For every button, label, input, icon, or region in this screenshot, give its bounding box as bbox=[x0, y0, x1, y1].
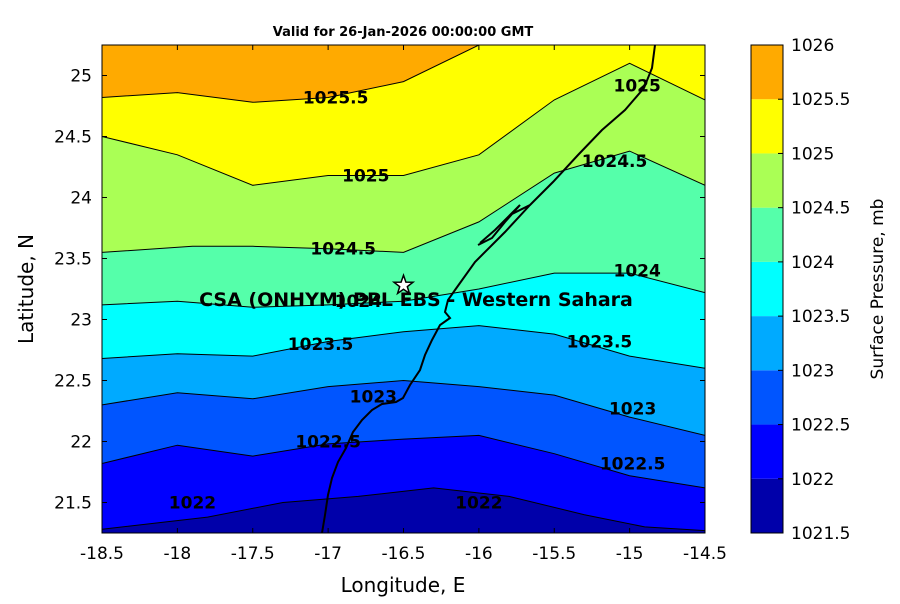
contour-label-1022.5: 1022.5 bbox=[295, 433, 361, 453]
colorbar-tick-label: 1024 bbox=[791, 253, 834, 273]
contour-1023.5 bbox=[102, 325, 705, 369]
x-tick-label: -18 bbox=[163, 544, 191, 564]
contour-label-extra-0: 1025 bbox=[613, 76, 660, 96]
colorbar-tick-label: 1022 bbox=[791, 470, 834, 490]
coastline bbox=[321, 45, 656, 533]
colorbar-swatch-1022 bbox=[751, 424, 783, 479]
x-axis-label: Longitude, E bbox=[341, 573, 466, 597]
colorbar-tick-label: 1023.5 bbox=[791, 307, 850, 327]
band-1025.5 bbox=[102, 45, 705, 103]
coastline-path bbox=[321, 45, 656, 533]
colorbar-tick-label: 1025 bbox=[791, 144, 834, 164]
contour-label-1023: 1023 bbox=[350, 387, 397, 407]
colorbar-swatch-1023.5 bbox=[751, 261, 783, 317]
x-tick-label: -18.5 bbox=[80, 544, 124, 564]
colorbar-tick-label: 1022.5 bbox=[791, 416, 850, 436]
y-tick-label: 22 bbox=[70, 433, 92, 453]
x-tick-label: -17.5 bbox=[231, 544, 275, 564]
colorbar-swatch-1025.5 bbox=[751, 45, 783, 100]
colorbar-swatch-1024.5 bbox=[751, 153, 783, 208]
y-tick-label: 24 bbox=[70, 189, 92, 209]
colorbar-swatch-1025 bbox=[751, 99, 783, 154]
station-label: CSA (ONHYM) PPL EBS - Western Sahara bbox=[199, 289, 633, 311]
colorbar-tick-label: 1025.5 bbox=[791, 90, 850, 110]
chart-title: Valid for 26-Jan-2026 00:00:00 GMT bbox=[273, 25, 534, 40]
contour-label-1022: 1022 bbox=[169, 494, 216, 514]
colorbar-tick-label: 1024.5 bbox=[791, 199, 850, 219]
contour-label-extra-6: 1022 bbox=[455, 494, 502, 514]
station-marker bbox=[391, 273, 416, 296]
contour-1024 bbox=[102, 272, 705, 308]
contour-label-1025: 1025 bbox=[342, 167, 389, 187]
contour-label-1025.5: 1025.5 bbox=[303, 88, 369, 108]
colorbar-swatch-1021.5 bbox=[751, 478, 783, 533]
contour-label-1024.5: 1024.5 bbox=[310, 240, 376, 260]
contour-labels: 1022 1022.5 1023 1023.5 1024 1024.5 1025 1025.5… bbox=[169, 76, 666, 513]
y-tick-label: 21.5 bbox=[54, 494, 92, 514]
colorbar-frame bbox=[750, 44, 784, 534]
colorbar-swatch-1024 bbox=[751, 207, 783, 262]
x-tick-label: -15.5 bbox=[532, 544, 576, 564]
contour-label-extra-4: 1023 bbox=[609, 400, 656, 420]
y-tick-label: 23.5 bbox=[54, 250, 92, 270]
contour-label-1024: 1024 bbox=[335, 292, 382, 312]
x-tick-label: -15 bbox=[616, 544, 644, 564]
contour-label-extra-3: 1023.5 bbox=[567, 332, 633, 352]
colorbar-label: Surface Pressure, mb bbox=[868, 199, 888, 380]
x-tick-label: -16 bbox=[465, 544, 493, 564]
y-axis-label: Latitude, N bbox=[14, 234, 38, 344]
x-tick-label: -17 bbox=[314, 544, 342, 564]
contour-1022 bbox=[102, 487, 705, 532]
contour-1023 bbox=[102, 379, 705, 436]
colorbar-ticks: 1021.5 1022 1022.5 1023 1023.5 1024 1024.5 1025… bbox=[778, 36, 850, 544]
x-tick-label: -16.5 bbox=[382, 544, 426, 564]
contour-1025 bbox=[102, 62, 705, 186]
contour-label-extra-5: 1022.5 bbox=[600, 454, 666, 474]
colorbar-tick-label: 1026 bbox=[791, 36, 834, 56]
y-tick-label: 23 bbox=[70, 311, 92, 331]
contour-1024.5 bbox=[102, 150, 705, 253]
colorbar-tick-label: 1021.5 bbox=[791, 524, 850, 544]
contour-label-extra-2: 1024 bbox=[613, 262, 660, 282]
contour-lines bbox=[102, 45, 705, 532]
x-axis-ticks: -18.5 -18 -17.5 -17 -16.5 -16 -15.5 -15 -14.5 bbox=[80, 45, 727, 564]
contour-label-extra-1: 1024.5 bbox=[582, 152, 648, 172]
station-star-icon bbox=[391, 273, 416, 296]
contour-1025.5 bbox=[102, 45, 480, 103]
y-tick-label: 22.5 bbox=[54, 372, 92, 392]
contour-1022.5 bbox=[102, 434, 705, 489]
colorbar-tick-label: 1023 bbox=[791, 361, 834, 381]
y-tick-label: 25 bbox=[70, 67, 92, 87]
y-tick-label: 24.5 bbox=[54, 128, 92, 148]
colorbar-swatch-1022.5 bbox=[751, 370, 783, 425]
contour-label-1023.5: 1023.5 bbox=[288, 335, 354, 355]
y-axis-ticks: 21.5 22 22.5 23 23.5 24 24.5 25 bbox=[54, 67, 705, 514]
colorbar-swatch-1023 bbox=[751, 316, 783, 371]
colorbar bbox=[751, 45, 783, 533]
x-tick-label: -14.5 bbox=[683, 544, 727, 564]
pressure-bands bbox=[102, 45, 705, 533]
